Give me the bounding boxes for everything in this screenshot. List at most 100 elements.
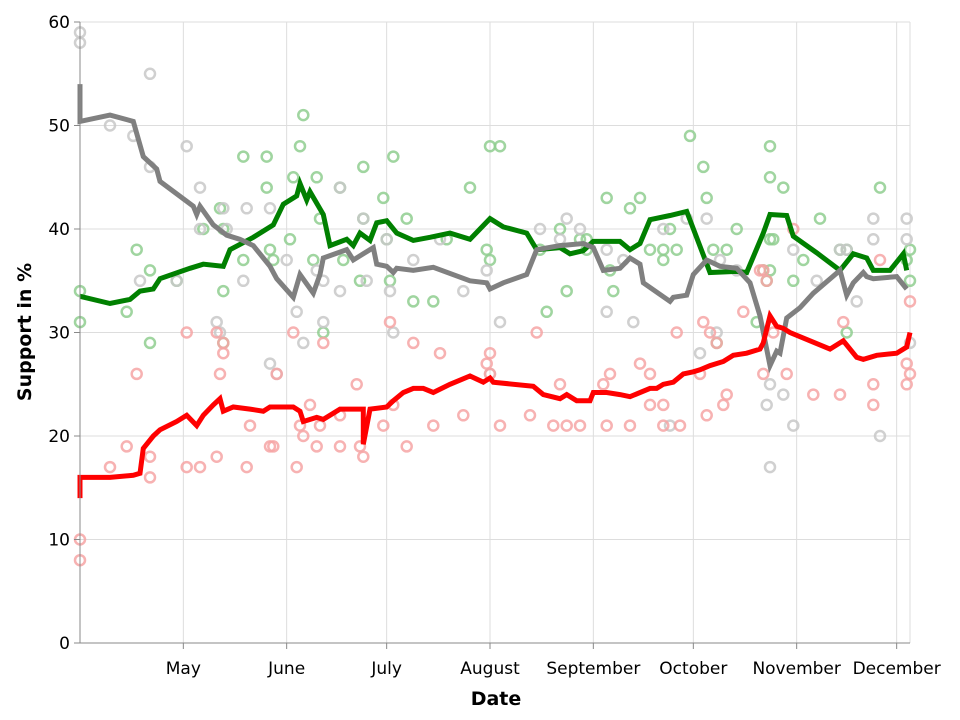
poll-point bbox=[837, 315, 850, 329]
poll-point bbox=[293, 419, 307, 432]
poll-point bbox=[720, 388, 733, 401]
poll-point bbox=[867, 233, 880, 246]
poll-point bbox=[357, 160, 370, 174]
poll-point bbox=[833, 243, 847, 256]
poll-point bbox=[560, 212, 573, 225]
poll-point bbox=[757, 367, 770, 381]
poll-point bbox=[307, 253, 320, 267]
poll-point bbox=[353, 274, 367, 288]
poll-point bbox=[697, 160, 710, 174]
y-tick-label: 20 bbox=[48, 427, 70, 447]
poll-point bbox=[530, 326, 543, 339]
poll-point bbox=[263, 202, 277, 215]
poll-point bbox=[553, 378, 567, 391]
y-tick-label: 30 bbox=[48, 324, 70, 344]
poll-point bbox=[120, 440, 133, 453]
poll-point bbox=[813, 212, 827, 225]
poll-point bbox=[333, 284, 347, 298]
poll-point bbox=[217, 336, 230, 350]
poll-point bbox=[193, 222, 207, 236]
poll-point bbox=[400, 440, 413, 453]
poll-point bbox=[103, 119, 117, 132]
poll-point bbox=[700, 212, 713, 225]
poll-point bbox=[657, 398, 670, 412]
y-tick-label: 40 bbox=[48, 220, 70, 240]
poll-point bbox=[670, 326, 683, 339]
poll-point bbox=[873, 429, 887, 443]
poll-point bbox=[193, 181, 207, 194]
poll-point bbox=[303, 398, 317, 412]
trend-line bbox=[77, 84, 909, 374]
poll-point bbox=[903, 295, 917, 308]
poll-point bbox=[633, 191, 647, 205]
x-tick-label: August bbox=[460, 659, 520, 679]
poll-point bbox=[283, 233, 297, 246]
poll-point bbox=[633, 357, 647, 370]
poll-point bbox=[757, 264, 770, 277]
poll-points-layer bbox=[73, 26, 917, 567]
poll-point bbox=[297, 429, 310, 443]
y-tick-label: 10 bbox=[48, 531, 70, 551]
poll-point bbox=[787, 243, 800, 256]
poll-point bbox=[833, 388, 847, 401]
poll-point bbox=[377, 419, 390, 432]
poll-point bbox=[217, 284, 230, 298]
poll-point bbox=[333, 440, 347, 453]
y-axis-title: Support in % bbox=[14, 263, 36, 401]
poll-point bbox=[763, 378, 777, 391]
x-tick-label: September bbox=[546, 659, 640, 679]
poll-point bbox=[903, 274, 917, 288]
poll-point bbox=[787, 274, 800, 288]
poll-point bbox=[600, 419, 613, 432]
poll-point bbox=[657, 419, 670, 432]
poll-point bbox=[707, 243, 720, 256]
poll-point bbox=[407, 295, 420, 308]
x-tick-label: July bbox=[370, 659, 402, 679]
poll-point bbox=[400, 212, 413, 225]
poll-point bbox=[217, 346, 230, 360]
poll-point bbox=[407, 253, 420, 267]
poll-point bbox=[663, 222, 677, 236]
poll-point bbox=[267, 253, 280, 267]
poll-point bbox=[810, 274, 823, 288]
poll-point bbox=[237, 150, 250, 163]
poll-point bbox=[797, 253, 810, 267]
poll-point bbox=[293, 139, 307, 153]
poll-point bbox=[643, 398, 657, 412]
poll-point bbox=[867, 378, 880, 391]
poll-point bbox=[143, 336, 157, 350]
poll-point bbox=[270, 367, 283, 381]
poll-point bbox=[560, 284, 573, 298]
poll-point bbox=[737, 305, 750, 319]
poll-point bbox=[867, 398, 880, 412]
poll-point bbox=[313, 419, 327, 432]
poll-point bbox=[130, 367, 143, 381]
poll-point bbox=[573, 222, 587, 236]
poll-point bbox=[763, 460, 777, 474]
poll-point bbox=[840, 326, 853, 339]
axes: 0 10 20 30 40 50 60 May June July August September O… bbox=[48, 13, 940, 679]
poll-point bbox=[287, 326, 300, 339]
poll-point bbox=[623, 202, 637, 215]
poll-point bbox=[607, 284, 620, 298]
poll-point bbox=[763, 171, 777, 184]
poll-point bbox=[143, 471, 157, 484]
poll-point bbox=[263, 243, 277, 256]
poll-point bbox=[310, 440, 323, 453]
poll-point bbox=[383, 315, 397, 329]
x-tick-label: November bbox=[752, 659, 840, 679]
poll-point bbox=[493, 419, 507, 432]
poll-point bbox=[260, 150, 273, 163]
poll-point bbox=[807, 388, 820, 401]
poll-point bbox=[523, 409, 537, 422]
poll-point bbox=[597, 378, 610, 391]
grid-lines bbox=[80, 21, 911, 644]
poll-point bbox=[670, 243, 683, 256]
poll-point bbox=[210, 326, 223, 339]
poll-point bbox=[540, 305, 553, 319]
trend-lines-layer bbox=[77, 84, 913, 499]
poll-point bbox=[407, 336, 420, 350]
x-axis-title: Date bbox=[471, 688, 522, 710]
poll-point bbox=[383, 284, 397, 298]
